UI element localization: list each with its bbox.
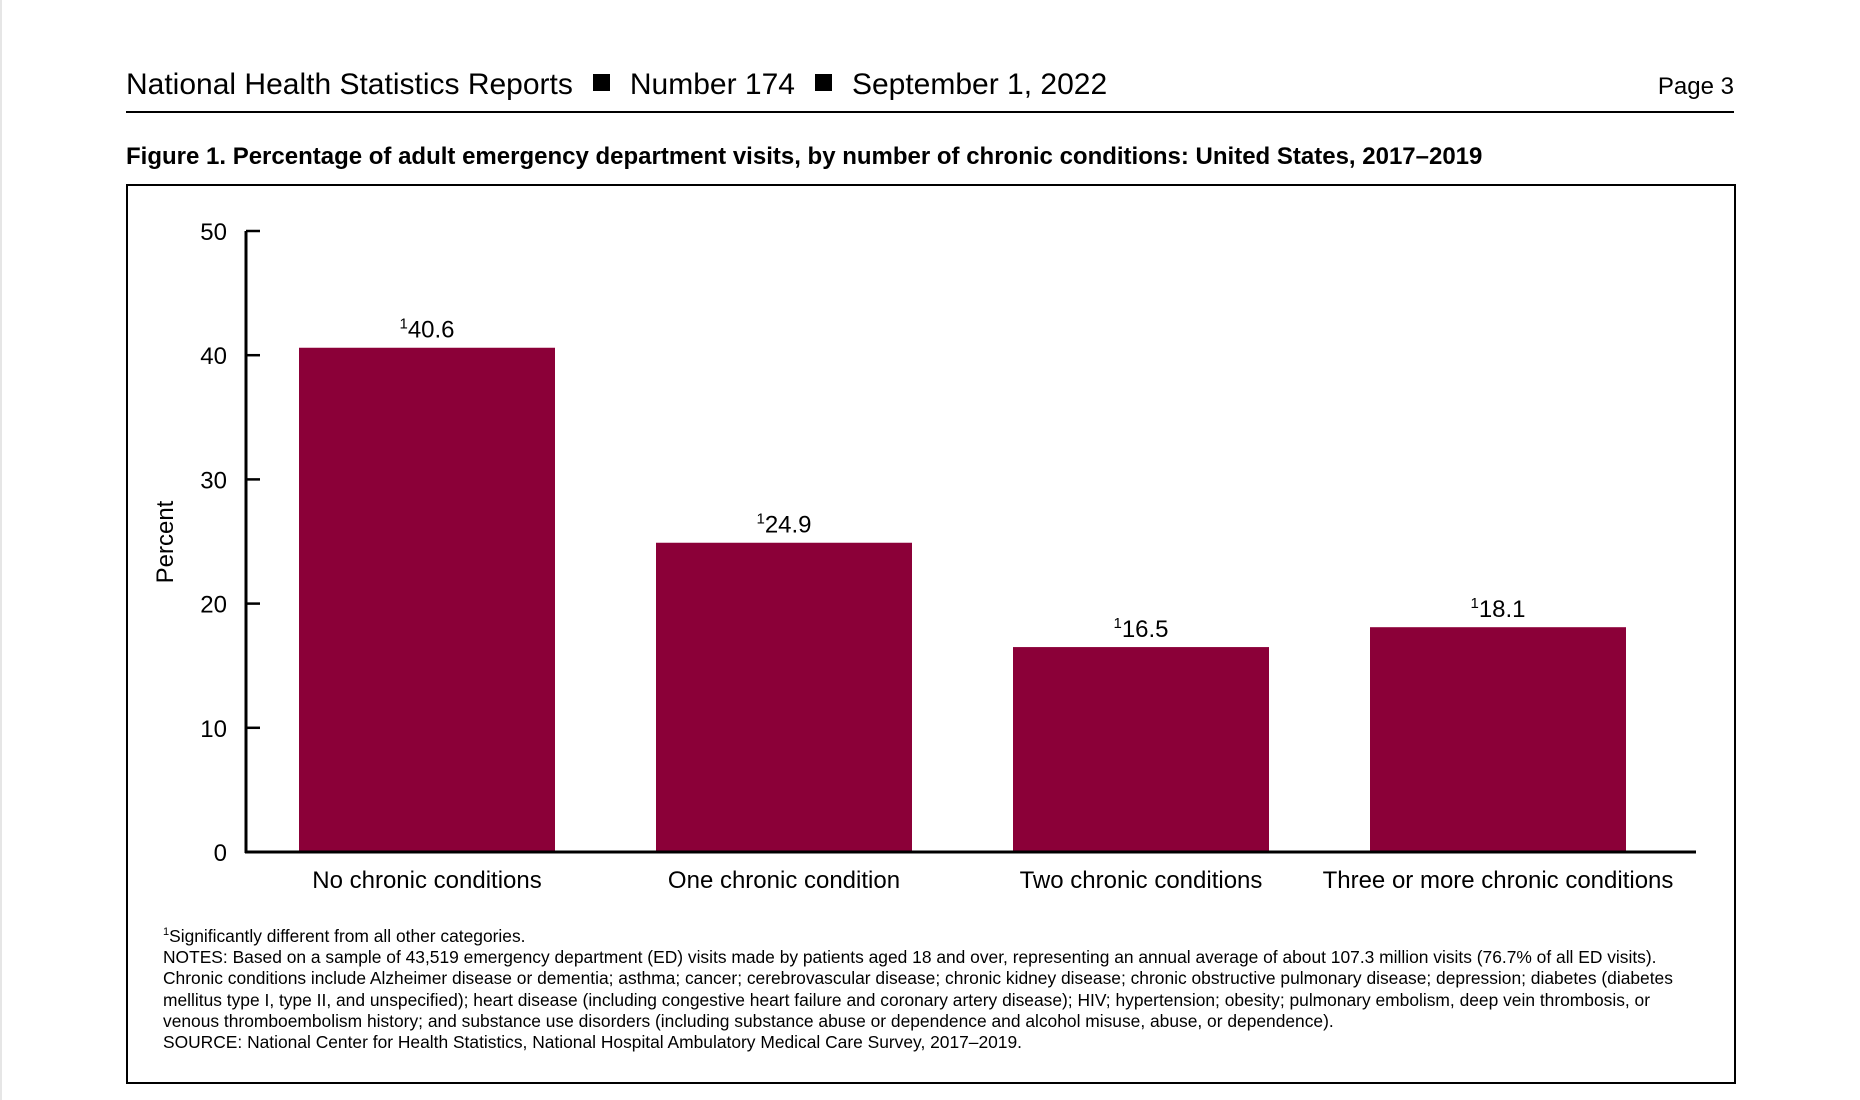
bar-value-number: 40.6 (408, 317, 455, 344)
report-number: Number 174 (629, 68, 795, 101)
figure-notes: 1Significantly different from all other … (163, 922, 1703, 1054)
x-tick-label: One chronic condition (668, 867, 900, 894)
y-tick-label: 0 (214, 840, 227, 867)
bar-value-superscript: 1 (399, 316, 407, 333)
report-date: September 1, 2022 (851, 68, 1108, 101)
running-header: National Health Statistics Reports Number… (126, 63, 1734, 113)
x-tick-label: Two chronic conditions (1020, 867, 1263, 894)
bar-value-superscript: 1 (1470, 595, 1478, 612)
bar-value-label: 140.6 (399, 316, 454, 344)
bar-value-label: 124.9 (756, 511, 811, 539)
x-tick-label: Three or more chronic conditions (1323, 867, 1674, 894)
footnote: 1Significantly different from all other … (163, 922, 1703, 947)
notes-text: NOTES: Based on a sample of 43,519 emerg… (163, 947, 1673, 1031)
bar (656, 542, 912, 852)
bar-value-superscript: 1 (756, 511, 764, 528)
bar (299, 347, 555, 852)
y-axis-label: Percent (152, 500, 179, 583)
y-tick-label: 30 (200, 467, 227, 494)
bar (1370, 627, 1626, 852)
bar (1013, 647, 1269, 852)
bar-value-number: 18.1 (1479, 596, 1526, 623)
separator-square-icon (814, 74, 832, 91)
y-tick-label: 20 (200, 592, 227, 619)
publication-title: National Health Statistics Reports (126, 68, 573, 101)
y-axis: 0 10 20 30 40 50 (200, 219, 260, 867)
separator-square-icon (592, 74, 610, 91)
y-tick-label: 50 (200, 219, 227, 246)
bar-value-label: 116.5 (1113, 615, 1168, 643)
page-number: Page 3 (1657, 73, 1734, 100)
bar-value-superscript: 1 (1113, 615, 1121, 632)
bar-value-number: 24.9 (765, 512, 812, 539)
x-axis: No chronic conditions One chronic conditi… (245, 850, 1696, 894)
footnote-text: Significantly different from all other c… (169, 925, 526, 946)
bar-value-number: 16.5 (1122, 616, 1169, 643)
y-tick-label: 40 (200, 343, 227, 370)
figure-title: Figure 1. Percentage of adult emergency … (126, 143, 1483, 170)
footnote-marker: 1 (163, 926, 170, 938)
source-text: SOURCE: National Center for Health Stati… (163, 1032, 1022, 1053)
figure-frame (126, 184, 1736, 1084)
x-tick-label: No chronic conditions (312, 867, 541, 894)
bar-value-label: 118.1 (1470, 595, 1525, 623)
y-tick-label: 10 (200, 716, 227, 743)
publication-line: National Health Statistics Reports Number… (126, 63, 1107, 107)
page-edge (0, 0, 2, 1100)
